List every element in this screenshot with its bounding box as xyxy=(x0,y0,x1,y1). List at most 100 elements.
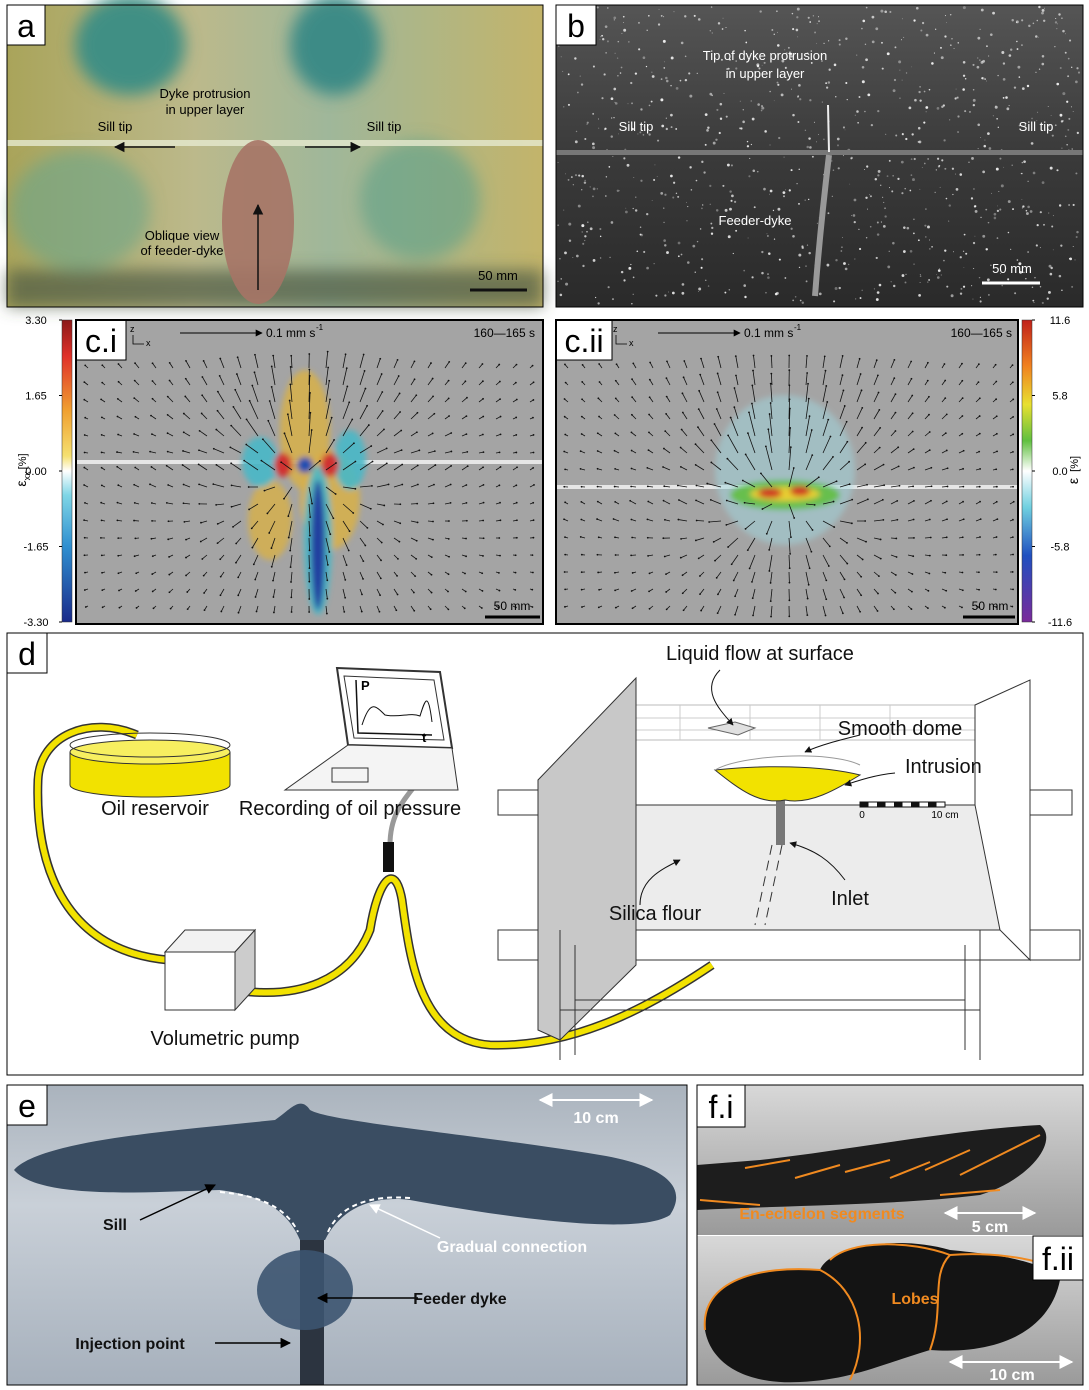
speckle xyxy=(956,96,959,99)
velocity-vector xyxy=(198,449,208,454)
velocity-dot xyxy=(379,577,382,580)
annotation: Lobes xyxy=(891,1291,938,1308)
velocity-dot xyxy=(680,428,683,431)
speckle xyxy=(905,273,907,275)
speckle xyxy=(663,67,666,69)
speckle xyxy=(867,208,868,210)
velocity-vector xyxy=(342,520,350,532)
annotation: Oil reservoir xyxy=(101,798,209,820)
velocity-dot xyxy=(961,571,964,574)
velocity-vector xyxy=(890,571,897,576)
velocity-vector xyxy=(682,412,688,420)
blob xyxy=(360,140,480,260)
speckle xyxy=(698,291,700,292)
speckle xyxy=(632,207,634,210)
velocity-vector xyxy=(924,431,931,437)
annotation: Silica flour xyxy=(609,903,702,925)
velocity-dot xyxy=(289,366,292,368)
velocity-vector xyxy=(822,401,828,420)
velocity-dot xyxy=(449,483,452,486)
velocity-dot xyxy=(516,519,518,522)
frame xyxy=(555,4,1084,308)
speckle xyxy=(1044,7,1046,9)
speckle xyxy=(687,206,689,208)
speckle xyxy=(709,203,711,205)
velocity-dot xyxy=(335,462,337,464)
velocity-vector xyxy=(805,503,815,506)
speckle xyxy=(1025,212,1029,215)
velocity-dot xyxy=(429,608,432,611)
speckle xyxy=(931,62,934,65)
velocity-vector xyxy=(727,537,739,548)
speckle xyxy=(950,294,954,298)
velocity-vector xyxy=(134,380,140,386)
velocity-vector xyxy=(727,435,739,454)
arrow xyxy=(844,772,896,787)
velocity-dot xyxy=(399,411,402,413)
velocity-vector xyxy=(890,519,898,522)
speckle xyxy=(727,67,730,70)
speckle xyxy=(944,35,947,38)
velocity-dot xyxy=(825,598,828,601)
velocity-vector xyxy=(444,432,452,437)
velocity-dot xyxy=(182,502,185,505)
speckle xyxy=(567,103,571,106)
velocity-dot xyxy=(344,596,347,599)
speckle xyxy=(694,271,696,273)
velocity-vector xyxy=(714,554,722,561)
velocity-dot xyxy=(100,519,103,522)
velocity-dot xyxy=(806,372,809,374)
velocity-vector xyxy=(873,409,880,420)
speckle xyxy=(949,119,951,121)
speckle xyxy=(962,88,965,91)
velocity-dot xyxy=(563,571,566,573)
velocity-dot xyxy=(378,610,381,613)
speckle xyxy=(952,193,954,196)
velocity-dot xyxy=(665,395,668,398)
velocity-dot xyxy=(101,364,104,367)
speckle xyxy=(944,249,947,252)
speckle xyxy=(980,60,984,64)
speckle xyxy=(923,90,926,93)
velocity-vector xyxy=(198,483,208,488)
velocity-vector xyxy=(717,605,722,614)
velocity-vector xyxy=(325,367,329,386)
velocity-dot xyxy=(450,450,453,453)
velocity-vector xyxy=(220,571,225,577)
colorbar-tick-label: -11.6 xyxy=(1048,617,1072,629)
speckle xyxy=(568,222,572,226)
arrow xyxy=(711,669,734,726)
speckle xyxy=(701,160,704,164)
velocity-vector xyxy=(713,537,722,543)
speckle xyxy=(769,90,771,93)
velocity-dot xyxy=(433,483,435,486)
colorbar-unit: [%] xyxy=(17,453,29,469)
speckle xyxy=(1016,259,1019,261)
velocity-dot xyxy=(911,412,914,415)
speckle xyxy=(968,161,970,163)
velocity-dot xyxy=(945,413,948,416)
speckle xyxy=(883,201,885,203)
velocity-vector xyxy=(662,466,671,471)
speckle xyxy=(1041,11,1044,15)
velocity-dot xyxy=(716,391,719,394)
velocity-dot xyxy=(464,362,467,365)
velocity-vector xyxy=(788,399,790,420)
velocity-dot xyxy=(929,536,932,539)
side-wall xyxy=(974,679,1031,962)
speckle xyxy=(1069,257,1073,261)
speckle xyxy=(992,11,995,15)
velocity-dot xyxy=(499,554,501,557)
axis-icon: x xyxy=(629,338,634,348)
velocity-vector xyxy=(359,503,371,510)
velocity-dot xyxy=(850,522,853,525)
speckle xyxy=(703,171,706,174)
speckle xyxy=(861,27,863,30)
velocity-dot xyxy=(596,500,599,503)
velocity-vector xyxy=(873,519,884,522)
speckle xyxy=(699,228,702,230)
speckle xyxy=(955,173,956,175)
velocity-dot xyxy=(499,501,501,504)
velocity-dot xyxy=(708,521,711,523)
